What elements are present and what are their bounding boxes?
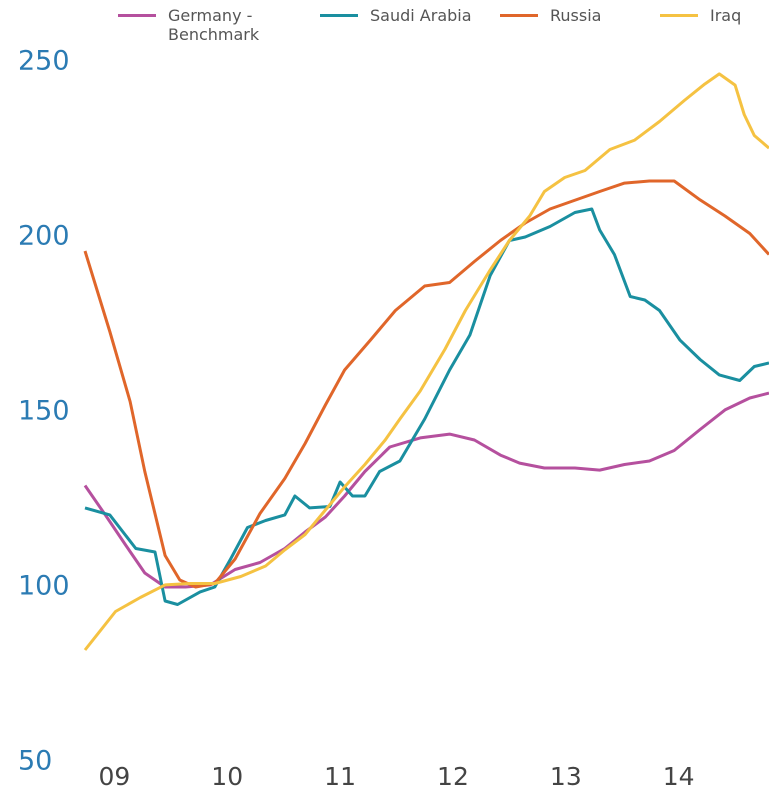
legend-label: Saudi Arabia (370, 6, 472, 25)
series-line (84, 207, 769, 606)
legend-item: Russia (500, 6, 630, 25)
legend-item: Germany - Benchmark (118, 6, 278, 44)
legend-swatch (660, 14, 698, 17)
x-tick-label: 12 (437, 762, 469, 791)
x-tick-label: 09 (98, 762, 130, 791)
legend-label: Russia (550, 6, 602, 25)
legend-label: Iraq (710, 6, 742, 25)
legend-label: Germany - Benchmark (168, 6, 260, 44)
legend-swatch (118, 14, 156, 17)
series-line (83, 391, 769, 589)
y-tick-label: 250 (18, 46, 70, 77)
x-tick-label: 14 (663, 762, 695, 791)
series-line (83, 179, 769, 589)
y-tick-label: 50 (18, 746, 52, 777)
x-tick-label: 10 (211, 762, 243, 791)
legend-item: Saudi Arabia (320, 6, 510, 25)
legend-item: Iraq (660, 6, 769, 25)
y-tick-label: 150 (18, 396, 70, 427)
legend-swatch (500, 14, 538, 17)
x-tick-label: 13 (550, 762, 582, 791)
x-tick-label: 11 (324, 762, 356, 791)
y-tick-label: 100 (18, 571, 70, 602)
series-line (83, 72, 769, 651)
y-tick-label: 200 (18, 221, 70, 252)
legend-swatch (320, 14, 358, 17)
